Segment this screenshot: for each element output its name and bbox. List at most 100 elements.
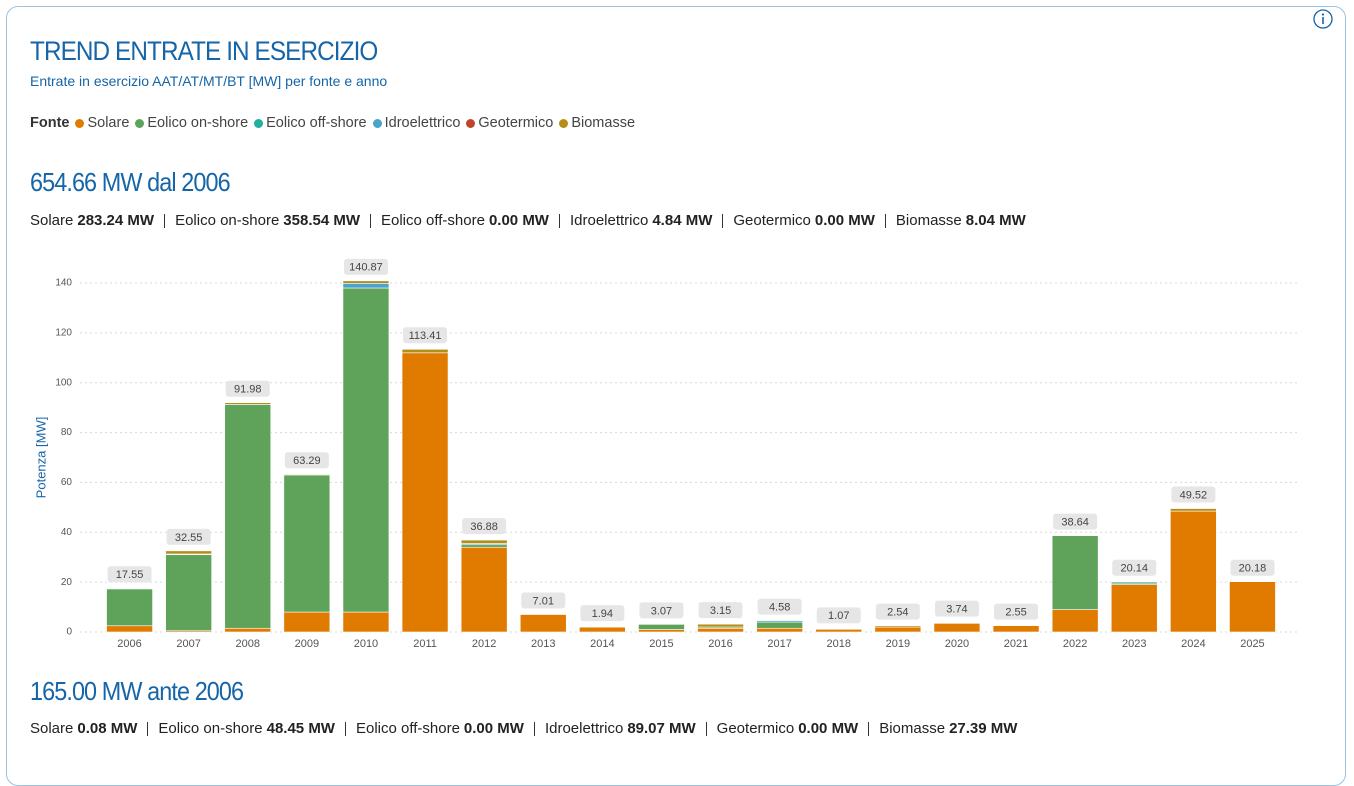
x-tick-label: 2008 xyxy=(236,638,260,650)
source-value: 0.00 MW xyxy=(488,212,549,229)
total-label-bg xyxy=(757,598,802,615)
total-label-bg xyxy=(875,603,920,620)
total-label-text: 7.01 xyxy=(533,595,554,607)
total-label: 38.64 xyxy=(1053,513,1098,530)
total-label-text: 32.55 xyxy=(175,532,203,544)
total-label-bg xyxy=(580,605,625,622)
info-button[interactable] xyxy=(1313,9,1333,29)
bar-segment xyxy=(933,622,981,633)
source-value: 8.04 MW xyxy=(965,212,1026,229)
source-name: Biomasse xyxy=(879,720,946,737)
source-name: Solare xyxy=(30,720,74,737)
total-label-bg xyxy=(639,602,684,619)
total-label-bg xyxy=(1171,486,1216,503)
legend-dot xyxy=(466,118,476,128)
total-label-text: 63.29 xyxy=(293,455,321,467)
source-name: Solare xyxy=(30,212,74,229)
separator xyxy=(147,721,149,736)
y-tick-label: 120 xyxy=(55,327,72,338)
source-value: 89.07 MW xyxy=(627,720,696,737)
total-label-text: 1.94 xyxy=(592,608,613,620)
total-label-text: 91.98 xyxy=(234,384,262,396)
summary-item: Biomasse 8.04 MW xyxy=(896,212,1026,229)
total-label-text: 49.52 xyxy=(1180,489,1208,501)
bar-segment xyxy=(224,404,272,629)
y-tick-label: 0 xyxy=(66,627,72,638)
total-label: 63.29 xyxy=(284,452,329,469)
x-tick-label: 2011 xyxy=(413,638,437,650)
legend-dot xyxy=(372,118,382,128)
summary-item: Idroelettrico 89.07 MW xyxy=(545,720,696,737)
x-tick-label: 2020 xyxy=(945,638,969,650)
x-tick-label: 2012 xyxy=(472,638,496,650)
summary-item: Solare 0.08 MW xyxy=(30,720,137,737)
separator xyxy=(722,213,724,228)
y-axis-label: Potenza [MW] xyxy=(33,417,48,499)
total-label: 2.54 xyxy=(875,603,920,620)
bar-segment xyxy=(638,624,685,630)
bar-segment xyxy=(1110,581,1158,584)
bar-segment xyxy=(874,626,922,633)
total-label-bg xyxy=(225,380,270,397)
x-tick-label: 2009 xyxy=(295,638,319,650)
legend-label: Eolico on-shore xyxy=(147,115,249,131)
bar-segment xyxy=(106,625,153,633)
total-label-text: 4.58 xyxy=(769,601,790,613)
bar-segment xyxy=(401,348,449,354)
total-label: 20.14 xyxy=(1112,559,1157,576)
legend-item: Eolico off-shore xyxy=(254,115,367,131)
source-name: Idroelettrico xyxy=(544,720,624,737)
total-label: 4.58 xyxy=(757,598,802,615)
total-label-bg xyxy=(1112,559,1157,576)
legend: Fonte Solare Eolico on-shore Eolico off-sho… xyxy=(30,115,641,131)
x-tick-label: 2019 xyxy=(886,638,910,650)
total-label: 20.18 xyxy=(1230,559,1275,576)
summary-item: Geotermico 0.00 MW xyxy=(733,212,875,229)
bar-segment xyxy=(756,621,803,629)
separator xyxy=(884,213,886,228)
total-label: 2.55 xyxy=(994,603,1039,620)
summary-item: Idroelettrico 4.84 MW xyxy=(570,212,712,229)
total-label-bg xyxy=(1053,513,1098,530)
bar-segment xyxy=(697,627,744,633)
x-tick-label: 2016 xyxy=(708,638,732,650)
y-tick-label: 20 xyxy=(61,577,73,588)
y-tick-label: 80 xyxy=(61,427,73,438)
bar-segment xyxy=(342,280,390,284)
total-label-text: 2.54 xyxy=(887,607,908,619)
legend-dot xyxy=(75,118,85,128)
summary-item: Solare 283.24 MW xyxy=(30,212,154,229)
source-value: 0.00 MW xyxy=(798,720,859,737)
bar-segment xyxy=(342,287,390,613)
total-label-bg xyxy=(107,566,152,583)
source-name: Biomasse xyxy=(895,212,962,229)
legend-label: Idroelettrico xyxy=(384,115,461,131)
source-name: Eolico on-shore xyxy=(175,212,280,229)
legend-title: Fonte xyxy=(30,115,70,131)
bar-segment xyxy=(519,614,567,633)
total-label: 49.52 xyxy=(1171,486,1216,503)
x-tick-label: 2022 xyxy=(1063,638,1087,650)
x-tick-label: 2015 xyxy=(649,638,673,650)
y-tick-label: 60 xyxy=(61,477,73,488)
total-label-text: 2.55 xyxy=(1005,607,1026,619)
bar-segment xyxy=(165,550,212,555)
separator xyxy=(533,721,535,736)
source-name: Idroelettrico xyxy=(569,212,649,229)
bar-segment xyxy=(460,546,508,633)
summary: Solare 0.08 MW Eolico on-shore 48.45 MW Eoli… xyxy=(30,720,1017,737)
total-label-bg xyxy=(521,592,566,609)
total-label-text: 20.14 xyxy=(1120,563,1148,575)
bar-segment xyxy=(1051,535,1099,610)
total-label-text: 3.74 xyxy=(946,604,967,616)
bar-segment xyxy=(1229,581,1276,633)
legend-dot xyxy=(254,118,264,128)
total-label-text: 113.41 xyxy=(409,330,442,342)
x-tick-label: 2014 xyxy=(590,638,614,650)
total-label-bg xyxy=(698,602,743,619)
total-label: 36.88 xyxy=(462,518,507,535)
total-label: 1.94 xyxy=(580,605,625,622)
source-value: 0.00 MW xyxy=(814,212,875,229)
total-label-text: 38.64 xyxy=(1061,517,1089,529)
